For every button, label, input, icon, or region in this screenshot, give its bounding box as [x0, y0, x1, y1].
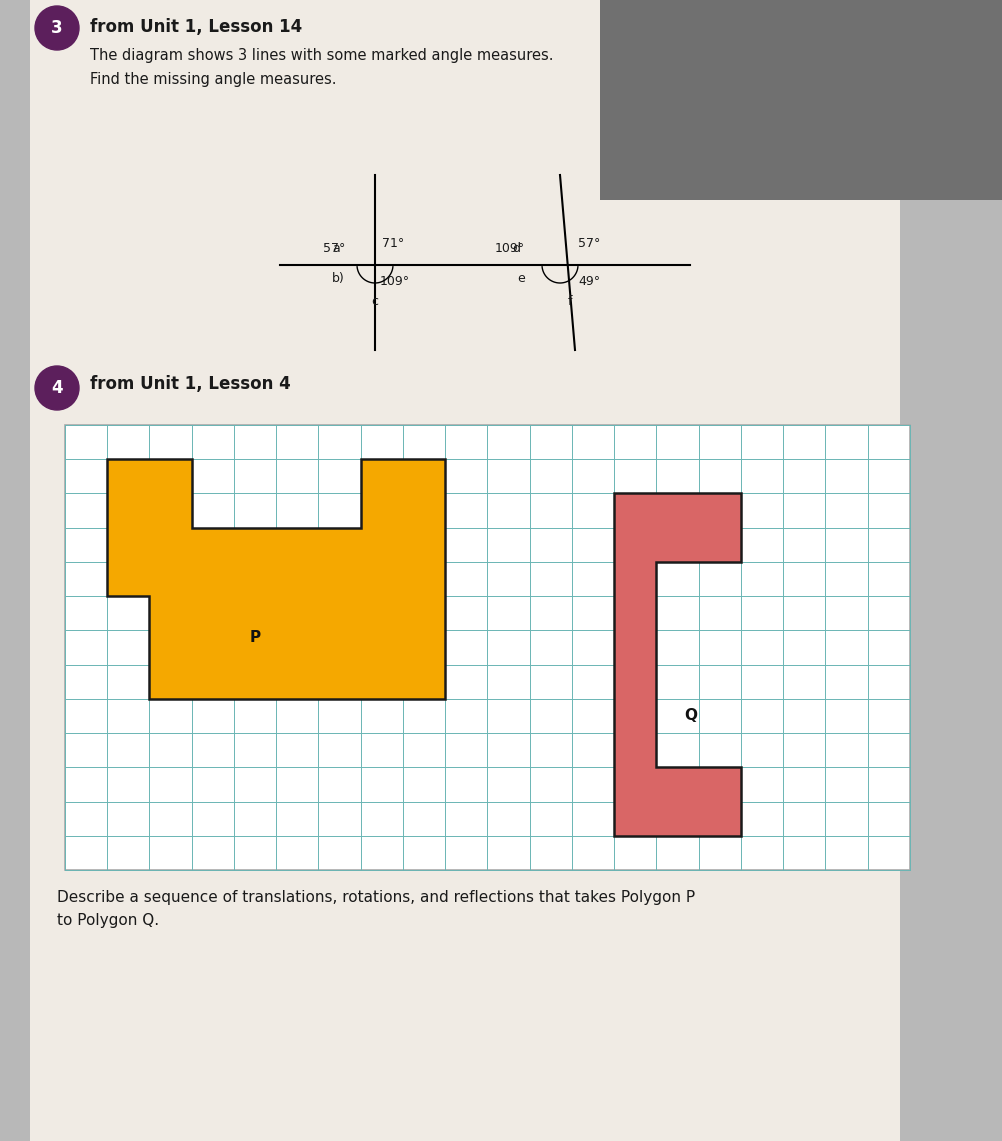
Text: 49°: 49° — [578, 275, 600, 288]
Text: Q: Q — [683, 709, 696, 723]
Text: 71°: 71° — [382, 237, 404, 250]
FancyBboxPatch shape — [600, 0, 1002, 200]
Text: P: P — [249, 630, 261, 645]
Text: d: d — [512, 242, 520, 254]
Polygon shape — [107, 459, 445, 698]
Text: from Unit 1, Lesson 14: from Unit 1, Lesson 14 — [90, 18, 303, 37]
Text: e: e — [517, 272, 525, 285]
Circle shape — [35, 366, 79, 410]
Text: 3: 3 — [51, 19, 63, 37]
Text: 109°: 109° — [495, 242, 525, 254]
Text: from Unit 1, Lesson 4: from Unit 1, Lesson 4 — [90, 375, 291, 393]
Text: b): b) — [333, 272, 345, 285]
Text: f: f — [568, 296, 572, 308]
Text: 4: 4 — [51, 379, 63, 397]
Polygon shape — [614, 493, 741, 835]
Text: Find the missing angle measures.: Find the missing angle measures. — [90, 72, 337, 87]
Text: 57°: 57° — [323, 242, 345, 254]
Text: The diagram shows 3 lines with some marked angle measures.: The diagram shows 3 lines with some mark… — [90, 48, 553, 63]
Text: c: c — [372, 296, 379, 308]
Text: 109°: 109° — [380, 275, 410, 288]
Text: a: a — [333, 242, 340, 254]
FancyBboxPatch shape — [30, 0, 900, 1141]
Circle shape — [35, 6, 79, 50]
FancyBboxPatch shape — [65, 424, 910, 869]
Text: 57°: 57° — [578, 237, 600, 250]
Text: Describe a sequence of translations, rotations, and reflections that takes Polyg: Describe a sequence of translations, rot… — [57, 890, 695, 929]
